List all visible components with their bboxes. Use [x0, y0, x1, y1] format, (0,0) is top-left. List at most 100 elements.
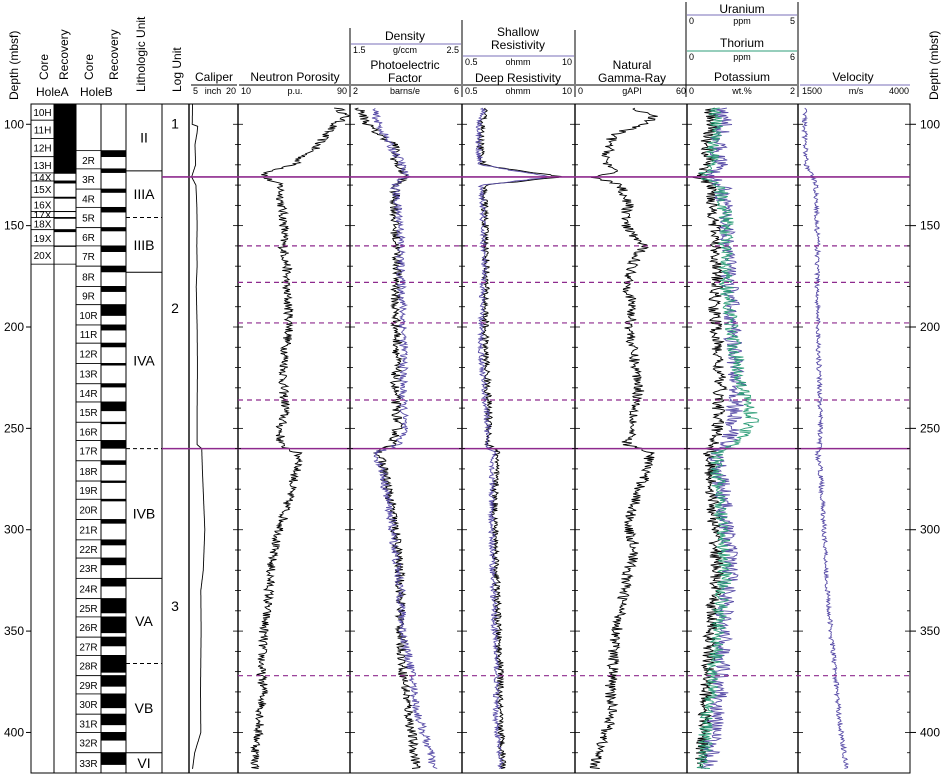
holeB-recovery-fill	[101, 752, 126, 765]
density-max: 2.5	[446, 45, 459, 55]
caliper-caliper-curve	[191, 104, 206, 769]
holeA-core-label: 16X	[34, 200, 52, 211]
holeB-recovery-fill	[101, 245, 126, 252]
holeB-core-label: 2R	[82, 156, 95, 167]
holeB-core-label: 30R	[79, 700, 97, 711]
plot-outer-frame	[30, 103, 911, 774]
pef-title-2: Factor	[388, 71, 422, 85]
gamma-title-2: Gamma-Ray	[598, 71, 666, 85]
gamma-unit: gAPI	[622, 86, 642, 96]
caliper-unit: inch	[205, 86, 222, 96]
holeB-core-label: 16R	[79, 427, 97, 438]
lithologic-unit-label: IIIB	[133, 237, 154, 253]
caliper-max: 20	[226, 86, 236, 96]
holeB-core-label: 27R	[79, 642, 97, 653]
holeB-recovery-fill	[101, 383, 126, 388]
holeB-recovery-fill	[101, 402, 126, 412]
holeB-core-label: 18R	[79, 467, 97, 478]
holeB-recovery-fill	[101, 655, 126, 673]
holeB-recovery-fill	[101, 422, 126, 425]
track-headers: Caliper 5 inch 20 Neutron Porosity 10 p.…	[193, 2, 909, 96]
holeB-recovery-fill	[101, 460, 126, 465]
holeB-core-label: 10R	[79, 311, 97, 322]
lithologic-unit-label: II	[140, 129, 148, 145]
lithologic-unit-label: IVA	[133, 352, 155, 368]
lithologic-unit-label: VA	[135, 613, 153, 629]
deep-unit: ohmm	[505, 86, 530, 96]
holeA-recovery-fill	[54, 138, 76, 157]
uranium-unit: ppm	[733, 16, 751, 26]
log-unit-label: Log Unit	[170, 47, 184, 92]
holeB-core-label: 6R	[82, 233, 95, 244]
velocity-unit: m/s	[849, 86, 864, 96]
velocity-min: 1500	[802, 86, 822, 96]
holeB-core-label: 13R	[79, 370, 97, 381]
neutron-unit: p.u.	[287, 86, 302, 96]
holeB-core-label: 33R	[79, 759, 97, 770]
potassium-max: 2	[790, 86, 795, 96]
resistivity-shallow-resistivity-curve	[474, 107, 550, 769]
holeB-name-label: HoleB	[80, 85, 113, 99]
potassium-unit: wt.%	[731, 86, 752, 96]
depth-tick-label-left: 300	[4, 523, 24, 537]
holeA-recovery-box	[53, 172, 77, 182]
holeB-core-label: Core	[82, 54, 96, 80]
depth-tick-label-left: 200	[4, 320, 24, 334]
thorium-min: 0	[689, 52, 694, 62]
velocity-velocity-curve	[801, 107, 850, 769]
holeB-core-label: 7R	[82, 252, 95, 263]
log-unit-label: 2	[171, 300, 179, 316]
holeA-core-label: 10H	[33, 108, 51, 119]
holeB-core-label: 4R	[82, 194, 95, 205]
holeB-recovery-fill	[101, 539, 126, 546]
thorium-unit: ppm	[733, 52, 751, 62]
holeB-recovery-fill	[101, 304, 126, 316]
caliper-title: Caliper	[195, 70, 233, 84]
depth-tick-label-left: 150	[4, 219, 24, 233]
shallow-title-2: Resistivity	[491, 38, 545, 52]
depth-tick-label-right: 100	[920, 117, 940, 131]
holeA-recovery-box	[53, 196, 77, 212]
holeA-recovery-fill	[54, 156, 76, 173]
neutron-neutron-porosity-curve	[249, 107, 350, 769]
holeB-core-label: 5R	[82, 214, 95, 225]
potassium-min: 0	[689, 86, 694, 96]
potassium-potassium-curve	[692, 107, 729, 769]
depth-tick-label-right: 300	[920, 523, 940, 537]
holeB-recovery-fill	[101, 363, 126, 366]
deep-min: 0.5	[465, 86, 478, 96]
holeB-recovery-fill	[101, 519, 126, 524]
holeA-recovery-fill	[54, 120, 76, 139]
depth-tick-label-right: 200	[920, 320, 940, 334]
depth-tick-label-left: 350	[4, 624, 24, 638]
holeB-recovery-box	[100, 421, 127, 441]
gamma-max: 60	[676, 86, 686, 96]
holeB-recovery-fill	[101, 168, 126, 173]
depth-tick-label-left: 100	[4, 117, 24, 131]
holeB-recovery-fill	[101, 693, 126, 709]
holeA-core-label: 12H	[33, 144, 51, 155]
holeB-core-label: 28R	[79, 662, 97, 673]
holeB-core-label: 25R	[79, 604, 97, 615]
holeA-recovery-fill	[54, 217, 76, 219]
depth-tick-label-left: 250	[4, 421, 24, 435]
depth-tick-label-right: 350	[920, 624, 940, 638]
holeB-recovery-fill	[101, 732, 126, 741]
density-unit: g/ccm	[393, 45, 417, 55]
potassium-uranium-curve	[699, 107, 747, 769]
holeA-recovery-fill	[54, 211, 76, 213]
holeB-recovery-fill	[101, 286, 126, 292]
lithologic-unit-label: VB	[135, 700, 154, 716]
holeB-recovery-fill	[101, 266, 126, 273]
holeA-core-label: 20X	[34, 251, 52, 262]
pef-unit: barns/e	[390, 86, 420, 96]
gamma-natural-gamma-ray-curve	[589, 107, 658, 769]
neutron-min: 10	[241, 86, 251, 96]
holeA-recovery-fill	[54, 172, 76, 174]
potassium-thorium-curve	[696, 107, 760, 769]
holeA-recovery-fill	[54, 229, 76, 233]
holeB-recovery-fill	[101, 499, 126, 502]
potassium-title: Potassium	[714, 70, 770, 84]
